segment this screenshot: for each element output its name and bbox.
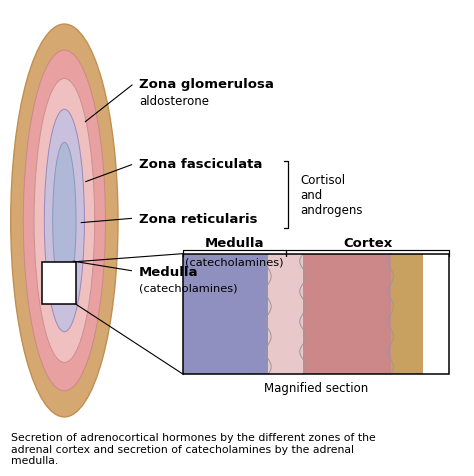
Text: Zona glomerulosa: Zona glomerulosa: [139, 78, 274, 90]
Text: Medulla: Medulla: [139, 265, 199, 278]
Text: (catecholamines): (catecholamines): [185, 258, 284, 268]
Bar: [391, 254, 423, 375]
Ellipse shape: [53, 143, 76, 299]
Bar: [268, 254, 303, 375]
Text: Medulla: Medulla: [205, 237, 264, 249]
Ellipse shape: [44, 110, 84, 332]
Text: (catecholamines): (catecholamines): [139, 283, 237, 293]
Text: aldosterone: aldosterone: [139, 95, 209, 108]
Text: Zona reticularis: Zona reticularis: [139, 212, 257, 225]
Bar: [43, 262, 76, 305]
Ellipse shape: [34, 79, 95, 363]
Text: Zona fasciculata: Zona fasciculata: [139, 158, 263, 171]
Text: Cortisol
and
androgens: Cortisol and androgens: [300, 174, 363, 217]
Ellipse shape: [23, 51, 105, 391]
Bar: [303, 254, 391, 375]
Bar: [183, 254, 268, 375]
Text: Secretion of adrenocortical hormones by the different zones of the
adrenal corte: Secretion of adrenocortical hormones by …: [11, 432, 375, 466]
Text: Magnified section: Magnified section: [264, 382, 368, 395]
Ellipse shape: [11, 25, 118, 417]
Bar: [183, 254, 449, 375]
Text: Cortex: Cortex: [343, 237, 392, 249]
